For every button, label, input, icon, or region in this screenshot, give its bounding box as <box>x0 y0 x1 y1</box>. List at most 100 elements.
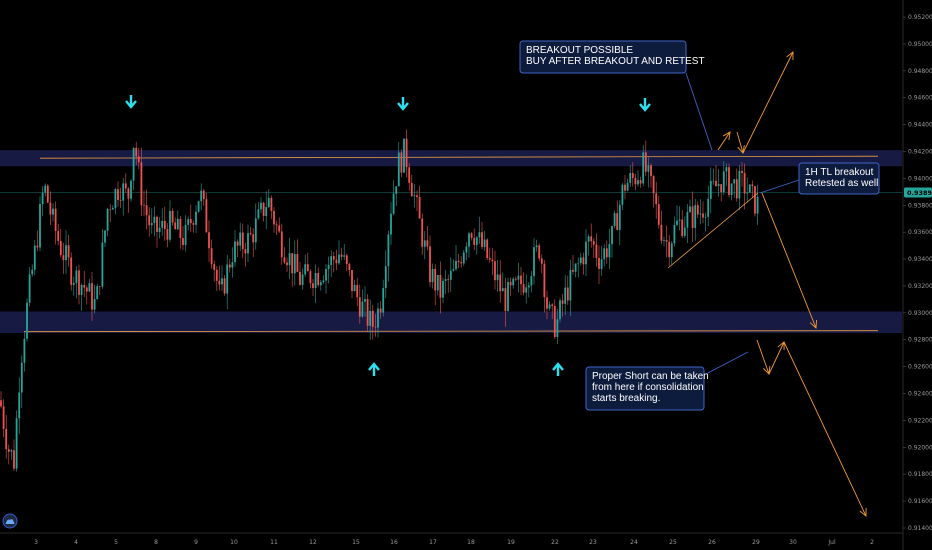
candle-body <box>221 278 223 285</box>
candle-body <box>20 362 23 393</box>
candle-body <box>309 271 312 284</box>
candle-body <box>426 240 429 247</box>
arrow-down-marker-icon <box>397 97 409 111</box>
candle-body <box>540 258 543 264</box>
candle-body <box>174 222 177 230</box>
candle-body <box>738 170 741 199</box>
annotation-box <box>585 366 705 411</box>
candle-body <box>236 241 239 246</box>
candle-body <box>265 207 268 216</box>
candle-body <box>691 206 694 228</box>
candle-body <box>624 184 626 191</box>
candle-body <box>369 310 372 326</box>
arrow-long-up <box>742 51 794 154</box>
arrow-down-to-support-head <box>809 319 818 329</box>
candle-body <box>33 245 36 270</box>
resistance-line <box>39 155 879 159</box>
candle-body <box>715 180 717 187</box>
candle-body <box>93 299 96 310</box>
candle-body <box>650 165 652 177</box>
candle-body <box>548 304 551 309</box>
x-tick-label: 8 <box>154 539 158 546</box>
annotation-line: 1H TL breakout <box>805 167 874 178</box>
annotation-pointer <box>759 179 800 194</box>
candle-body <box>413 195 416 197</box>
arrow-small-up-head <box>722 131 731 140</box>
annotation-line: BREAKOUT POSSIBLE <box>526 45 633 56</box>
candle-body <box>119 200 122 201</box>
y-axis[interactable]: 0.95200 0.95000 0.94800 0.94600 0.94400 0.942… <box>902 0 932 550</box>
candle-body <box>218 280 221 285</box>
y-tick-label: 0.92400 <box>908 391 932 398</box>
candle-body <box>223 278 226 294</box>
candle-body <box>657 204 660 225</box>
candle-body <box>187 219 190 225</box>
arrow-long-down-head <box>859 507 867 517</box>
candle-body <box>325 269 327 281</box>
candle-body <box>179 218 182 239</box>
candle-body <box>517 275 520 280</box>
candle-body <box>273 211 275 225</box>
x-tick-label: 23 <box>589 539 597 546</box>
candle-body <box>249 233 252 235</box>
candle-body <box>564 287 567 304</box>
candle-body <box>234 241 236 263</box>
candle-body <box>452 269 455 271</box>
candle-body <box>348 263 351 271</box>
candle-body <box>611 226 613 245</box>
candle-body <box>291 253 294 274</box>
candle-body <box>244 249 247 254</box>
candle-body <box>228 264 231 268</box>
candle-body <box>280 231 283 258</box>
candle-body <box>421 218 424 247</box>
candle-body <box>400 152 403 173</box>
candle-body <box>733 179 736 184</box>
candle-body <box>683 227 686 236</box>
candle-body <box>202 190 205 200</box>
candle-body <box>559 300 561 320</box>
candle-body <box>621 184 624 205</box>
x-tick-label: 26 <box>708 539 716 546</box>
x-axis[interactable]: 3 4 5 8 9 10 11 12 15 16 17 18 19 22 23 24 25 26 29 30 Jul 2 <box>0 532 903 546</box>
candle-body <box>520 275 522 285</box>
candle-body <box>239 232 242 246</box>
x-tick-label: 22 <box>551 539 559 546</box>
candle-body <box>470 233 473 238</box>
y-tick-label: 0.94400 <box>908 122 932 129</box>
candle-body <box>304 264 307 275</box>
candle-body <box>481 232 483 247</box>
candle-body <box>681 219 684 236</box>
candle-body <box>707 198 710 217</box>
x-tick-label: 25 <box>669 539 677 546</box>
candle-body <box>65 245 67 261</box>
candle-body <box>585 241 587 265</box>
candle-body <box>527 285 530 288</box>
candle-body <box>473 237 476 245</box>
x-tick-label: 24 <box>630 539 638 546</box>
candle-body <box>530 276 533 286</box>
x-tick-label: 10 <box>230 539 238 546</box>
x-tick-label: 9 <box>194 539 198 546</box>
candle-body <box>483 239 486 247</box>
candle-body <box>195 211 197 225</box>
candle-body <box>340 254 343 257</box>
candle-body <box>655 193 658 205</box>
candle-body <box>10 450 13 452</box>
candle-body <box>88 283 91 292</box>
candle-body <box>629 173 632 184</box>
candle-body <box>626 183 629 191</box>
candle-body <box>590 236 593 242</box>
candle-body <box>345 255 348 264</box>
candle-body <box>122 183 125 201</box>
x-tick-label: Jul <box>827 539 836 546</box>
candle-body <box>361 301 364 317</box>
candle-body <box>67 245 70 258</box>
arrow-down-to-support <box>761 192 817 329</box>
candle-body <box>434 268 437 291</box>
y-tick-label: 0.93600 <box>908 229 932 236</box>
tradingview-logo-icon[interactable] <box>2 513 18 529</box>
